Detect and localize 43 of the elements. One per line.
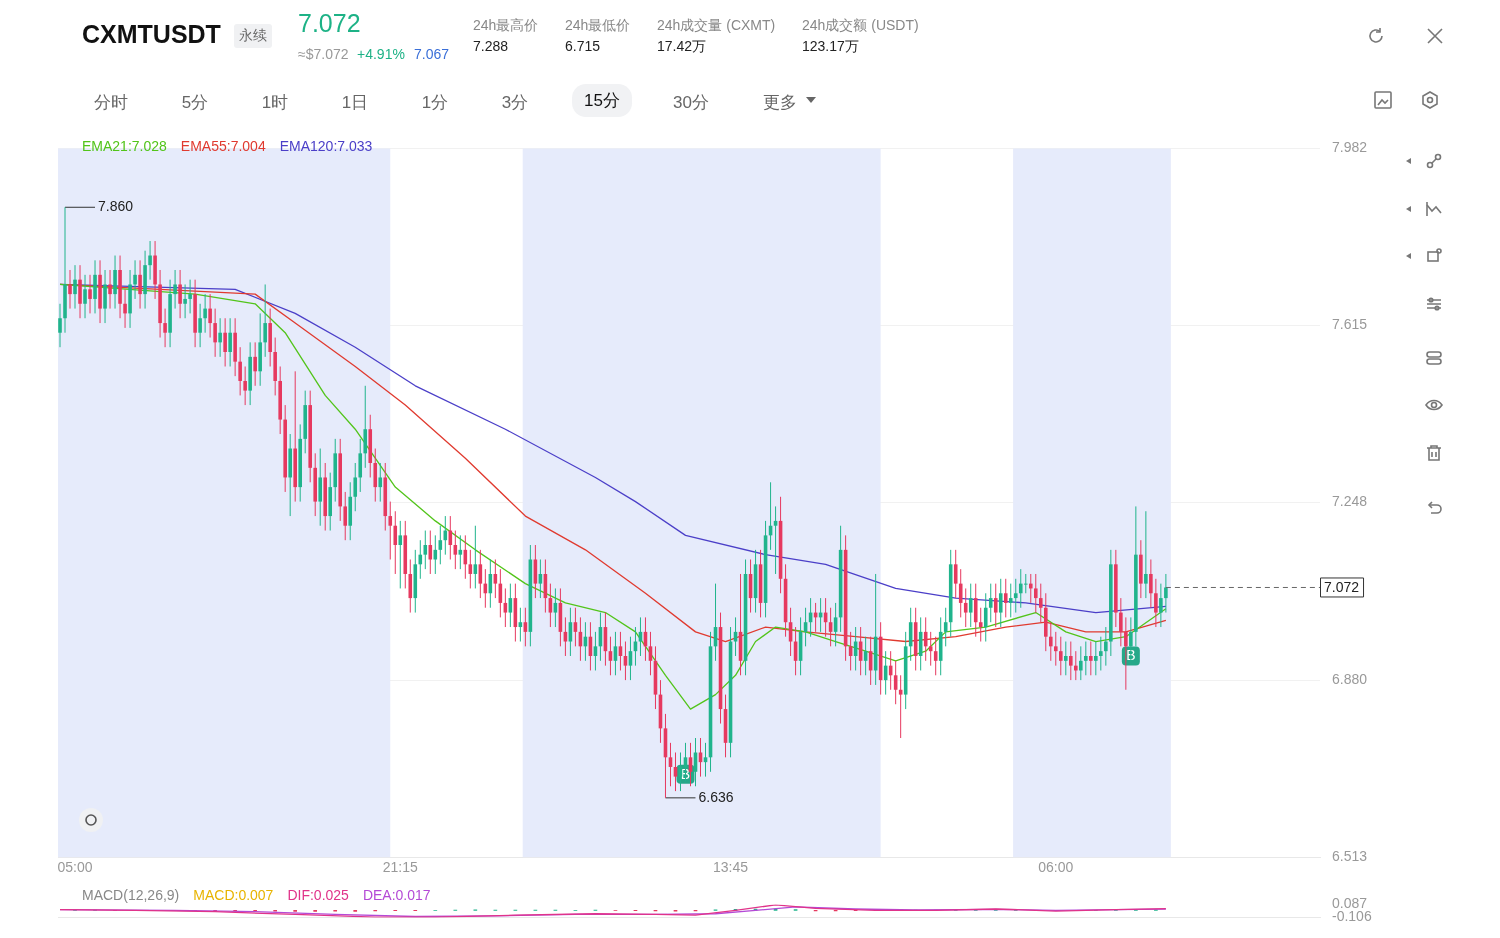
text: 24h最高价 <box>473 17 539 35</box>
text: EMA120:7.033 <box>279 138 373 154</box>
text: 17.42万 <box>657 38 707 56</box>
text: 分时 <box>93 92 129 114</box>
chart-title: CXMTUSDT <box>82 20 221 49</box>
x-tick-label: 21:15 <box>382 859 418 876</box>
series-label: DEA:0.017 <box>362 887 431 903</box>
text: 6.715 <box>565 38 601 54</box>
text: 5分 <box>180 92 210 114</box>
text: 15分 <box>572 84 632 117</box>
annotation: 7.860 <box>98 198 134 215</box>
series-label: MACD:0.007 <box>193 887 274 903</box>
y-tick-label: 7.248 <box>1332 493 1368 510</box>
y-tick-label: 7.615 <box>1332 316 1368 333</box>
text: 1分 <box>420 92 450 114</box>
text: 1日 <box>340 92 370 114</box>
text: 30分 <box>672 92 710 114</box>
chart-title: MACD(12,26,9) <box>82 887 180 903</box>
text: 123.17万 <box>802 38 859 56</box>
annotation: B <box>1126 647 1136 664</box>
text: EMA21:7.028 <box>82 138 167 154</box>
text: 1时 <box>260 92 290 114</box>
series-label: DIF:0.025 <box>287 887 349 903</box>
annotation: 6.636 <box>698 788 734 805</box>
text: 7.067 <box>414 46 450 62</box>
x-tick-label: 06:00 <box>1038 859 1074 876</box>
x-tick-label: 13:45 <box>713 859 749 876</box>
text: 7.072 <box>298 9 361 38</box>
text: EMA55:7.004 <box>180 138 266 154</box>
text: 7.288 <box>473 38 509 54</box>
text: 24h成交额 (USDT) <box>802 17 919 35</box>
text: 3分 <box>500 92 530 114</box>
text: +4.91% <box>357 46 405 62</box>
y-tick-label: 6.513 <box>1332 848 1368 865</box>
x-tick-label: 05:00 <box>57 859 93 876</box>
ref-line-label: 7.072 <box>1324 579 1360 596</box>
y-tick-label: 7.982 <box>1332 139 1368 156</box>
text: 更多 <box>762 92 798 114</box>
y-tick-label: 6.880 <box>1332 670 1368 687</box>
text: 24h成交量 (CXMT) <box>657 17 776 35</box>
text: 24h最低价 <box>565 17 631 35</box>
text: ≈$7.072 <box>298 46 349 62</box>
text: 永续 <box>234 24 272 48</box>
